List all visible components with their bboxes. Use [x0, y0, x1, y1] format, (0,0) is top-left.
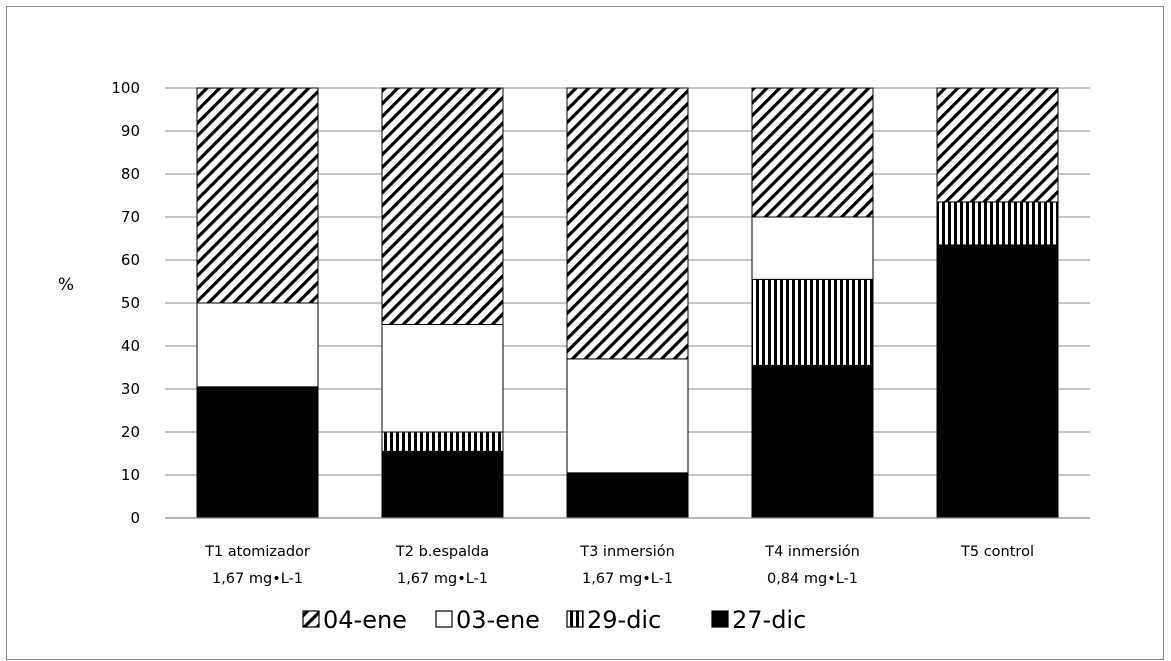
bar-segment-04-ene [196, 87, 319, 304]
x-tick-label: T3 inmersión [579, 544, 675, 560]
bar-segment-29-dic [751, 278, 874, 366]
legend-label: 04-ene [323, 606, 407, 634]
x-tick-label: 1,67 mg•L-1 [212, 571, 303, 587]
y-tick-label: 70 [121, 208, 140, 226]
bar-segment-04-ene [566, 87, 689, 360]
x-tick-label: 1,67 mg•L-1 [582, 571, 673, 587]
y-tick-label: 10 [121, 466, 140, 484]
bar-segment-27-dic [381, 450, 504, 519]
bar-segment-03-ene [196, 302, 319, 388]
bar-segment-27-dic [936, 244, 1059, 519]
y-tick-label: 80 [121, 165, 140, 183]
bar-segment-27-dic [751, 364, 874, 519]
x-tick-label: T2 b.espalda [395, 544, 489, 560]
y-tick-label: 20 [121, 423, 140, 441]
y-tick-label: 60 [121, 251, 140, 269]
legend-swatch-27-dic [711, 610, 729, 628]
legend-label: 03-ene [456, 606, 540, 634]
y-axis-tick-labels: 0 10 20 30 40 50 60 70 80 90 100 [111, 79, 140, 527]
legend-swatch-03-ene [435, 610, 453, 628]
legend-label: 29-dic [587, 606, 661, 634]
bars [196, 87, 1059, 519]
x-tick-label: T5 control [960, 544, 1034, 560]
y-tick-label: 40 [121, 337, 140, 355]
x-axis-category-labels: T1 atomizador 1,67 mg•L-1 T2 b.espalda 1,67… [204, 544, 1034, 587]
bar-segment-29-dic [936, 201, 1059, 246]
legend-label: 27-dic [732, 606, 806, 634]
y-tick-label: 90 [121, 122, 140, 140]
y-axis-label: % [58, 275, 74, 295]
x-tick-label: T1 atomizador [204, 544, 310, 560]
bar-segment-03-ene [381, 324, 504, 433]
x-tick-label: 0,84 mg•L-1 [767, 571, 858, 587]
legend-swatch-29-dic [566, 610, 584, 628]
y-tick-label: 100 [111, 79, 140, 97]
bar-segment-03-ene [566, 358, 689, 474]
bar-segment-04-ene [936, 87, 1059, 203]
y-tick-label: 0 [130, 509, 140, 527]
bar-segment-04-ene [751, 87, 874, 218]
bar-segment-29-dic [381, 431, 504, 452]
y-tick-label: 30 [121, 380, 140, 398]
bar-segment-27-dic [566, 472, 689, 519]
legend: 04-ene 03-ene 29-dic 27-dic [302, 606, 806, 634]
bar-segment-03-ene [751, 216, 874, 280]
x-tick-label: 1,67 mg•L-1 [397, 571, 488, 587]
y-tick-label: 50 [121, 294, 140, 312]
legend-swatch-04-ene [302, 610, 320, 628]
bar-segment-04-ene [381, 87, 504, 325]
bar-segment-27-dic [196, 386, 319, 519]
x-tick-label: T4 inmersión [764, 544, 860, 560]
